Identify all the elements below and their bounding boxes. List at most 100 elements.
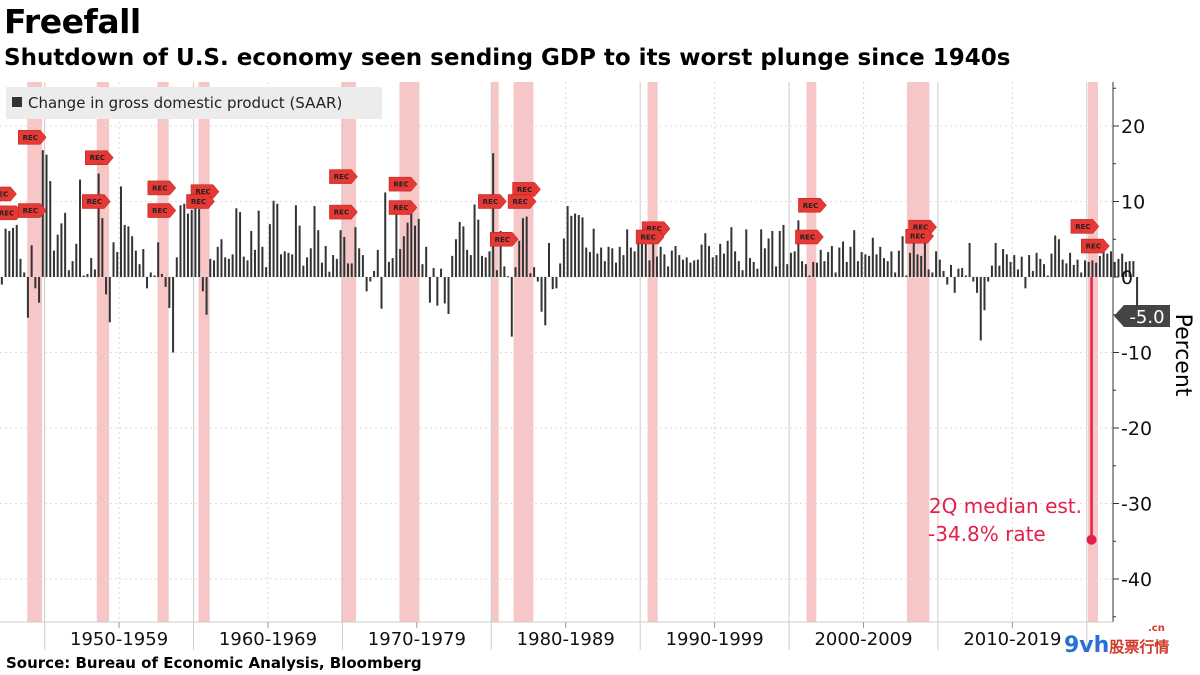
recession-marker: REC	[905, 228, 934, 244]
gdp-bar	[827, 252, 830, 277]
gdp-bar	[1113, 261, 1116, 277]
gdp-bar	[674, 246, 677, 277]
gdp-bar	[708, 246, 711, 277]
recession-marker: REC	[388, 176, 418, 192]
gdp-bar	[1028, 255, 1031, 277]
recession-marker: REC	[795, 229, 824, 245]
gdp-bar	[600, 247, 603, 277]
gdp-bar	[551, 277, 554, 290]
gdp-bar	[782, 224, 785, 277]
rec-flag	[795, 229, 824, 245]
gdp-bar	[905, 275, 908, 277]
gdp-bar	[1072, 264, 1075, 277]
gdp-bar	[633, 251, 636, 277]
gdp-bar	[324, 246, 327, 277]
gdp-bar	[748, 258, 751, 277]
gdp-bar	[834, 272, 837, 277]
gdp-bar	[1069, 252, 1072, 277]
gdp-bar	[894, 272, 897, 277]
gdp-bar	[451, 255, 454, 277]
y-tick-label: 0	[1121, 267, 1133, 289]
gdp-bar	[157, 242, 160, 277]
rec-flag	[635, 229, 665, 245]
gdp-bar	[581, 217, 584, 277]
gdp-bar	[469, 255, 472, 277]
watermark-tld: .cn	[1148, 623, 1165, 634]
gdp-bar	[1091, 260, 1094, 277]
gdp-bar	[1083, 260, 1086, 277]
gdp-bar	[882, 258, 885, 277]
gdp-bar	[347, 263, 350, 277]
gdp-bar	[823, 261, 826, 277]
gdp-bar	[220, 239, 223, 277]
rec-flag	[388, 200, 418, 215]
gdp-bar	[719, 243, 722, 277]
gdp-bar	[1039, 258, 1042, 277]
gdp-bar	[365, 277, 368, 292]
gdp-bar	[440, 268, 443, 277]
source-note: Source: Bureau of Economic Analysis, Blo…	[6, 654, 422, 672]
gdp-bar	[574, 213, 577, 277]
gdp-bar	[957, 268, 960, 277]
gdp-bar	[842, 241, 845, 277]
x-tick-label: 2010-2019	[963, 629, 1061, 650]
gdp-bar	[205, 277, 208, 315]
gdp-bar	[771, 230, 774, 277]
y-tick-label: 10	[1121, 192, 1145, 214]
gdp-bar	[1128, 261, 1131, 277]
gdp-bar	[964, 275, 967, 277]
gdp-bar	[1065, 263, 1068, 277]
gdp-bar	[938, 259, 941, 277]
gdp-bar	[1121, 253, 1124, 277]
gdp-bar	[134, 250, 137, 277]
gdp-bar	[544, 277, 547, 326]
gdp-bar	[1043, 264, 1046, 277]
gdp-bar	[49, 181, 52, 277]
gdp-bar	[246, 260, 249, 277]
gdp-bar	[830, 246, 833, 277]
recession-marker: REC	[1070, 219, 1100, 234]
x-tick-label: 1970-1979	[368, 629, 466, 650]
recession-marker: REC	[147, 203, 177, 218]
recession-marker: REC	[798, 198, 827, 213]
rec-flag	[388, 176, 418, 192]
gdp-bar	[979, 277, 982, 341]
gdp-bar	[60, 223, 63, 277]
gdp-bar	[477, 219, 480, 277]
gdp-bar	[875, 254, 878, 277]
gdp-bar	[681, 259, 684, 277]
rec-flag	[489, 232, 519, 247]
gdp-bar	[268, 224, 271, 277]
gdp-bar	[838, 247, 841, 277]
estimate-annotation: 2Q median est. -34.8% rate	[928, 277, 1097, 546]
recession-band	[96, 82, 110, 622]
gdp-bar	[920, 255, 923, 277]
recession-marker: REC	[329, 204, 358, 220]
gdp-bar	[670, 250, 673, 277]
rec-flag	[18, 203, 47, 218]
gdp-bar	[555, 277, 558, 289]
gdp-bar	[373, 270, 376, 277]
gdp-bar	[637, 243, 640, 277]
gdp-bar	[659, 246, 662, 277]
recession-marker: REC	[512, 182, 541, 197]
gdp-bar	[183, 203, 186, 277]
gdp-bar	[525, 216, 528, 277]
gdp-bar	[514, 267, 517, 277]
gdp-bar	[879, 246, 882, 277]
rec-label: REC	[0, 190, 8, 198]
gdp-bar	[495, 270, 498, 277]
gdp-bar	[26, 277, 29, 318]
gdp-bar	[730, 227, 733, 277]
gdp-bar	[961, 267, 964, 277]
gdp-bar	[168, 277, 171, 308]
watermark-main: 9vh	[1064, 633, 1110, 658]
gdp-bar	[328, 271, 331, 277]
gdp-bar	[588, 252, 591, 277]
rec-label: REC	[1075, 223, 1090, 231]
rec-flag	[186, 194, 215, 209]
gdp-bar	[737, 261, 740, 277]
gdp-bar	[8, 230, 11, 277]
gdp-bar	[815, 262, 818, 277]
recession-marker: REC	[18, 203, 47, 218]
